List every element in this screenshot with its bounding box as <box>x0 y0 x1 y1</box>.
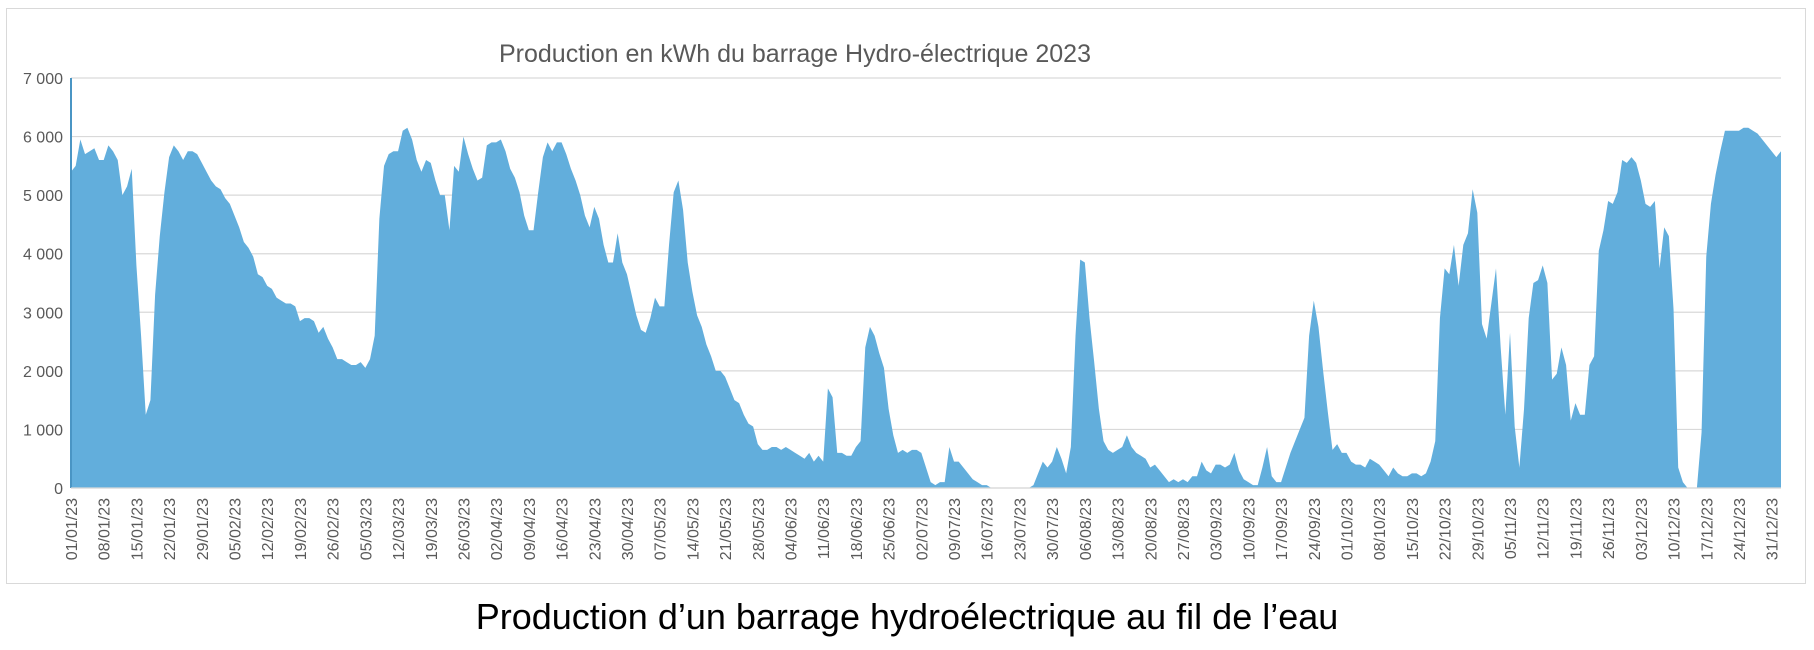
x-tick-label: 09/07/23 <box>947 498 964 560</box>
x-tick-label: 31/12/23 <box>1765 498 1782 560</box>
x-tick-label: 08/01/23 <box>97 498 114 560</box>
x-tick-label: 15/10/23 <box>1405 498 1422 560</box>
x-tick-label: 19/03/23 <box>424 498 441 560</box>
x-tick-label: 16/04/23 <box>555 498 572 560</box>
x-tick-label: 10/12/23 <box>1667 498 1684 560</box>
x-tick-label: 05/03/23 <box>358 498 375 560</box>
production-area-series <box>71 127 1781 488</box>
x-tick-label: 27/08/23 <box>1176 498 1193 560</box>
chart-frame: Production en kWh du barrage Hydro-élect… <box>6 8 1806 584</box>
x-tick-label: 09/04/23 <box>522 498 539 560</box>
x-tick-label: 12/02/23 <box>260 498 277 560</box>
x-tick-label: 19/02/23 <box>293 498 310 560</box>
x-tick-label: 24/12/23 <box>1732 498 1749 560</box>
plot-area <box>70 78 1781 489</box>
x-tick-label: 12/11/23 <box>1536 498 1553 559</box>
x-tick-label: 05/02/23 <box>228 498 245 560</box>
x-tick-label: 02/04/23 <box>489 498 506 560</box>
x-tick-label: 25/06/23 <box>882 498 899 560</box>
x-tick-label: 24/09/23 <box>1307 498 1324 560</box>
x-tick-label: 01/10/23 <box>1339 498 1356 560</box>
x-tick-label: 12/03/23 <box>391 498 408 560</box>
y-tick-label: 7 000 <box>23 71 63 88</box>
x-tick-label: 13/08/23 <box>1111 498 1128 560</box>
x-tick-label: 04/06/23 <box>784 498 801 560</box>
x-tick-label: 15/01/23 <box>129 498 146 560</box>
x-tick-label: 08/10/23 <box>1372 498 1389 560</box>
x-tick-label: 03/12/23 <box>1634 498 1651 560</box>
figure-caption: Production d’un barrage hydroélectrique … <box>475 596 1339 637</box>
x-tick-label: 22/01/23 <box>162 498 179 560</box>
y-tick-label: 3 000 <box>23 305 63 322</box>
x-tick-label: 07/05/23 <box>653 498 670 560</box>
x-tick-label: 29/10/23 <box>1470 498 1487 560</box>
x-tick-label: 23/07/23 <box>1012 498 1029 560</box>
chart-title: Production en kWh du barrage Hydro-élect… <box>499 40 1091 68</box>
x-tick-label: 16/07/23 <box>980 498 997 560</box>
x-tick-label: 05/11/23 <box>1503 498 1520 559</box>
x-tick-label: 29/01/23 <box>195 498 212 560</box>
x-tick-label: 18/06/23 <box>849 498 866 560</box>
production-area-chart: Production en kWh du barrage Hydro-élect… <box>23 40 1782 560</box>
y-tick-label: 1 000 <box>23 422 63 439</box>
x-tick-label: 17/09/23 <box>1274 498 1291 560</box>
x-tick-label: 26/11/23 <box>1601 498 1618 559</box>
x-axis: 01/01/23 08/01/23 15/01/23 22/01/23 29/01/23… <box>64 498 1782 560</box>
x-tick-label: 14/05/23 <box>685 498 702 560</box>
x-tick-label: 23/04/23 <box>587 498 604 560</box>
y-tick-label: 2 000 <box>23 364 63 381</box>
x-tick-label: 01/01/23 <box>64 498 81 560</box>
y-tick-label: 5 000 <box>23 188 63 205</box>
y-tick-label: 4 000 <box>23 247 63 264</box>
x-tick-label: 11/06/23 <box>816 498 833 559</box>
x-tick-label: 03/09/23 <box>1209 498 1226 560</box>
x-tick-label: 30/04/23 <box>620 498 637 560</box>
x-tick-label: 10/09/23 <box>1241 498 1258 560</box>
x-tick-label: 30/07/23 <box>1045 498 1062 560</box>
x-tick-label: 28/05/23 <box>751 498 768 560</box>
y-tick-label: 0 <box>54 481 63 498</box>
x-tick-label: 17/12/23 <box>1699 498 1716 560</box>
x-tick-label: 26/03/23 <box>456 498 473 560</box>
x-tick-label: 19/11/23 <box>1568 498 1585 559</box>
x-tick-label: 21/05/23 <box>718 498 735 560</box>
x-tick-label: 06/08/23 <box>1078 498 1095 560</box>
x-tick-label: 02/07/23 <box>914 498 931 560</box>
x-tick-label: 20/08/23 <box>1143 498 1160 560</box>
y-tick-label: 6 000 <box>23 130 63 147</box>
x-tick-label: 26/02/23 <box>326 498 343 560</box>
y-axis: 0 1 000 2 000 3 000 4 000 5 000 6 000 7 000 <box>23 71 63 498</box>
x-tick-label: 22/10/23 <box>1438 498 1455 560</box>
